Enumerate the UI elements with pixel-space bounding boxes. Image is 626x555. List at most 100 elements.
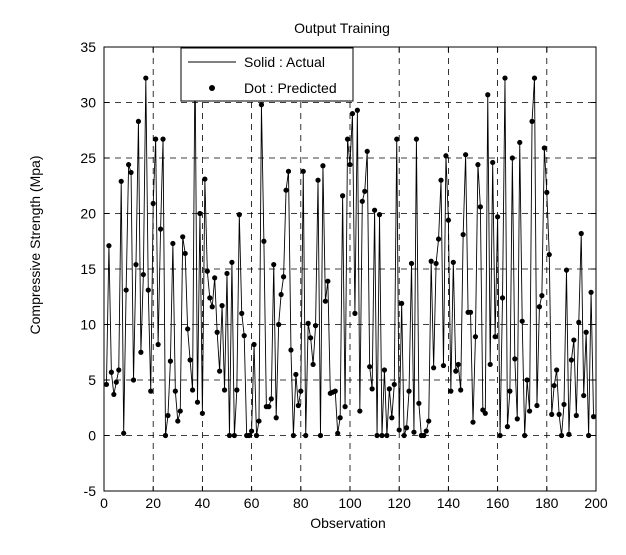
- predicted-point: [354, 107, 360, 113]
- predicted-point: [463, 152, 469, 158]
- predicted-point: [519, 318, 525, 324]
- legend-entry-predicted: Dot : Predicted: [244, 80, 337, 96]
- predicted-point: [182, 250, 188, 257]
- predicted-point: [295, 402, 301, 409]
- predicted-point: [266, 404, 272, 410]
- predicted-point: [236, 212, 242, 218]
- predicted-point: [103, 381, 110, 388]
- predicted-point: [492, 334, 498, 340]
- predicted-point: [541, 145, 547, 151]
- predicted-point: [364, 148, 370, 154]
- predicted-point: [551, 382, 557, 389]
- predicted-point: [379, 432, 385, 439]
- predicted-point: [126, 162, 132, 168]
- predicted-point: [487, 361, 493, 368]
- predicted-point: [187, 357, 193, 363]
- predicted-point: [322, 298, 328, 304]
- predicted-point: [507, 388, 513, 394]
- predicted-point: [588, 289, 594, 295]
- predicted-point: [234, 387, 240, 393]
- legend-entry-actual: Solid : Actual: [244, 54, 325, 70]
- predicted-point: [288, 347, 294, 353]
- y-tick-label: 25: [80, 150, 96, 166]
- predicted-point: [352, 310, 358, 316]
- x-tick-label: 120: [388, 495, 412, 511]
- y-tick-label: 5: [88, 372, 96, 388]
- predicted-point: [455, 361, 461, 368]
- predicted-point: [226, 432, 233, 439]
- predicted-point: [157, 226, 164, 232]
- predicted-point: [450, 259, 456, 265]
- predicted-point: [431, 365, 437, 371]
- predicted-point: [499, 295, 506, 301]
- predicted-point: [571, 337, 577, 343]
- predicted-point: [517, 139, 523, 146]
- predicted-point: [495, 214, 501, 220]
- predicted-point: [472, 334, 479, 340]
- x-tick-label: 100: [338, 495, 362, 511]
- predicted-point: [344, 136, 351, 142]
- predicted-point: [524, 377, 530, 383]
- predicted-point: [438, 177, 444, 183]
- predicted-point: [285, 168, 292, 174]
- predicted-point: [197, 210, 203, 217]
- predicted-point: [453, 368, 459, 374]
- predicted-point: [335, 430, 341, 436]
- predicted-point: [170, 240, 176, 247]
- predicted-point: [271, 261, 277, 268]
- x-tick-label: 140: [437, 495, 461, 511]
- predicted-point: [312, 323, 319, 329]
- predicted-point: [482, 410, 488, 416]
- predicted-point: [212, 275, 218, 281]
- predicted-point: [217, 368, 223, 374]
- predicted-point: [568, 357, 575, 363]
- predicted-point: [509, 155, 515, 161]
- predicted-point: [443, 153, 449, 159]
- predicted-point: [531, 75, 538, 81]
- predicted-point: [204, 268, 210, 274]
- predicted-point: [231, 432, 237, 439]
- predicted-point: [342, 404, 348, 410]
- predicted-point: [421, 432, 427, 439]
- predicted-point: [347, 162, 353, 168]
- predicted-point: [428, 258, 434, 264]
- predicted-point: [546, 251, 552, 258]
- predicted-point: [386, 386, 392, 392]
- predicted-point: [317, 432, 324, 439]
- predicted-point: [155, 341, 161, 348]
- predicted-point: [140, 271, 146, 278]
- predicted-point: [258, 102, 265, 108]
- predicted-point: [433, 260, 439, 267]
- predicted-point: [175, 418, 181, 424]
- predicted-point: [512, 356, 518, 362]
- chart-title: Output Training: [294, 20, 390, 36]
- predicted-point: [581, 392, 587, 399]
- predicted-point: [160, 136, 166, 142]
- predicted-point: [549, 411, 555, 418]
- predicted-point: [411, 429, 417, 435]
- predicted-point: [389, 415, 395, 421]
- predicted-point: [558, 432, 565, 439]
- x-axis-label: Observation: [310, 515, 385, 531]
- predicted-point: [367, 364, 373, 370]
- predicted-point: [167, 358, 174, 364]
- y-tick-label: -5: [84, 483, 97, 499]
- predicted-point: [148, 388, 154, 394]
- x-tick-label: 0: [100, 495, 108, 511]
- predicted-point: [485, 92, 491, 98]
- y-tick-label: 20: [80, 206, 96, 222]
- predicted-point: [440, 362, 447, 369]
- predicted-point: [276, 321, 282, 328]
- predicted-point: [349, 111, 356, 117]
- predicted-point: [138, 349, 144, 355]
- predicted-point: [303, 432, 309, 439]
- predicted-point: [401, 432, 407, 439]
- predicted-point: [416, 400, 422, 406]
- predicted-point: [273, 415, 279, 421]
- predicted-point: [185, 326, 191, 332]
- predicted-point: [460, 231, 466, 238]
- predicted-point: [357, 408, 363, 414]
- predicted-point: [391, 381, 397, 388]
- predicted-point: [435, 236, 442, 242]
- predicted-point: [529, 118, 535, 124]
